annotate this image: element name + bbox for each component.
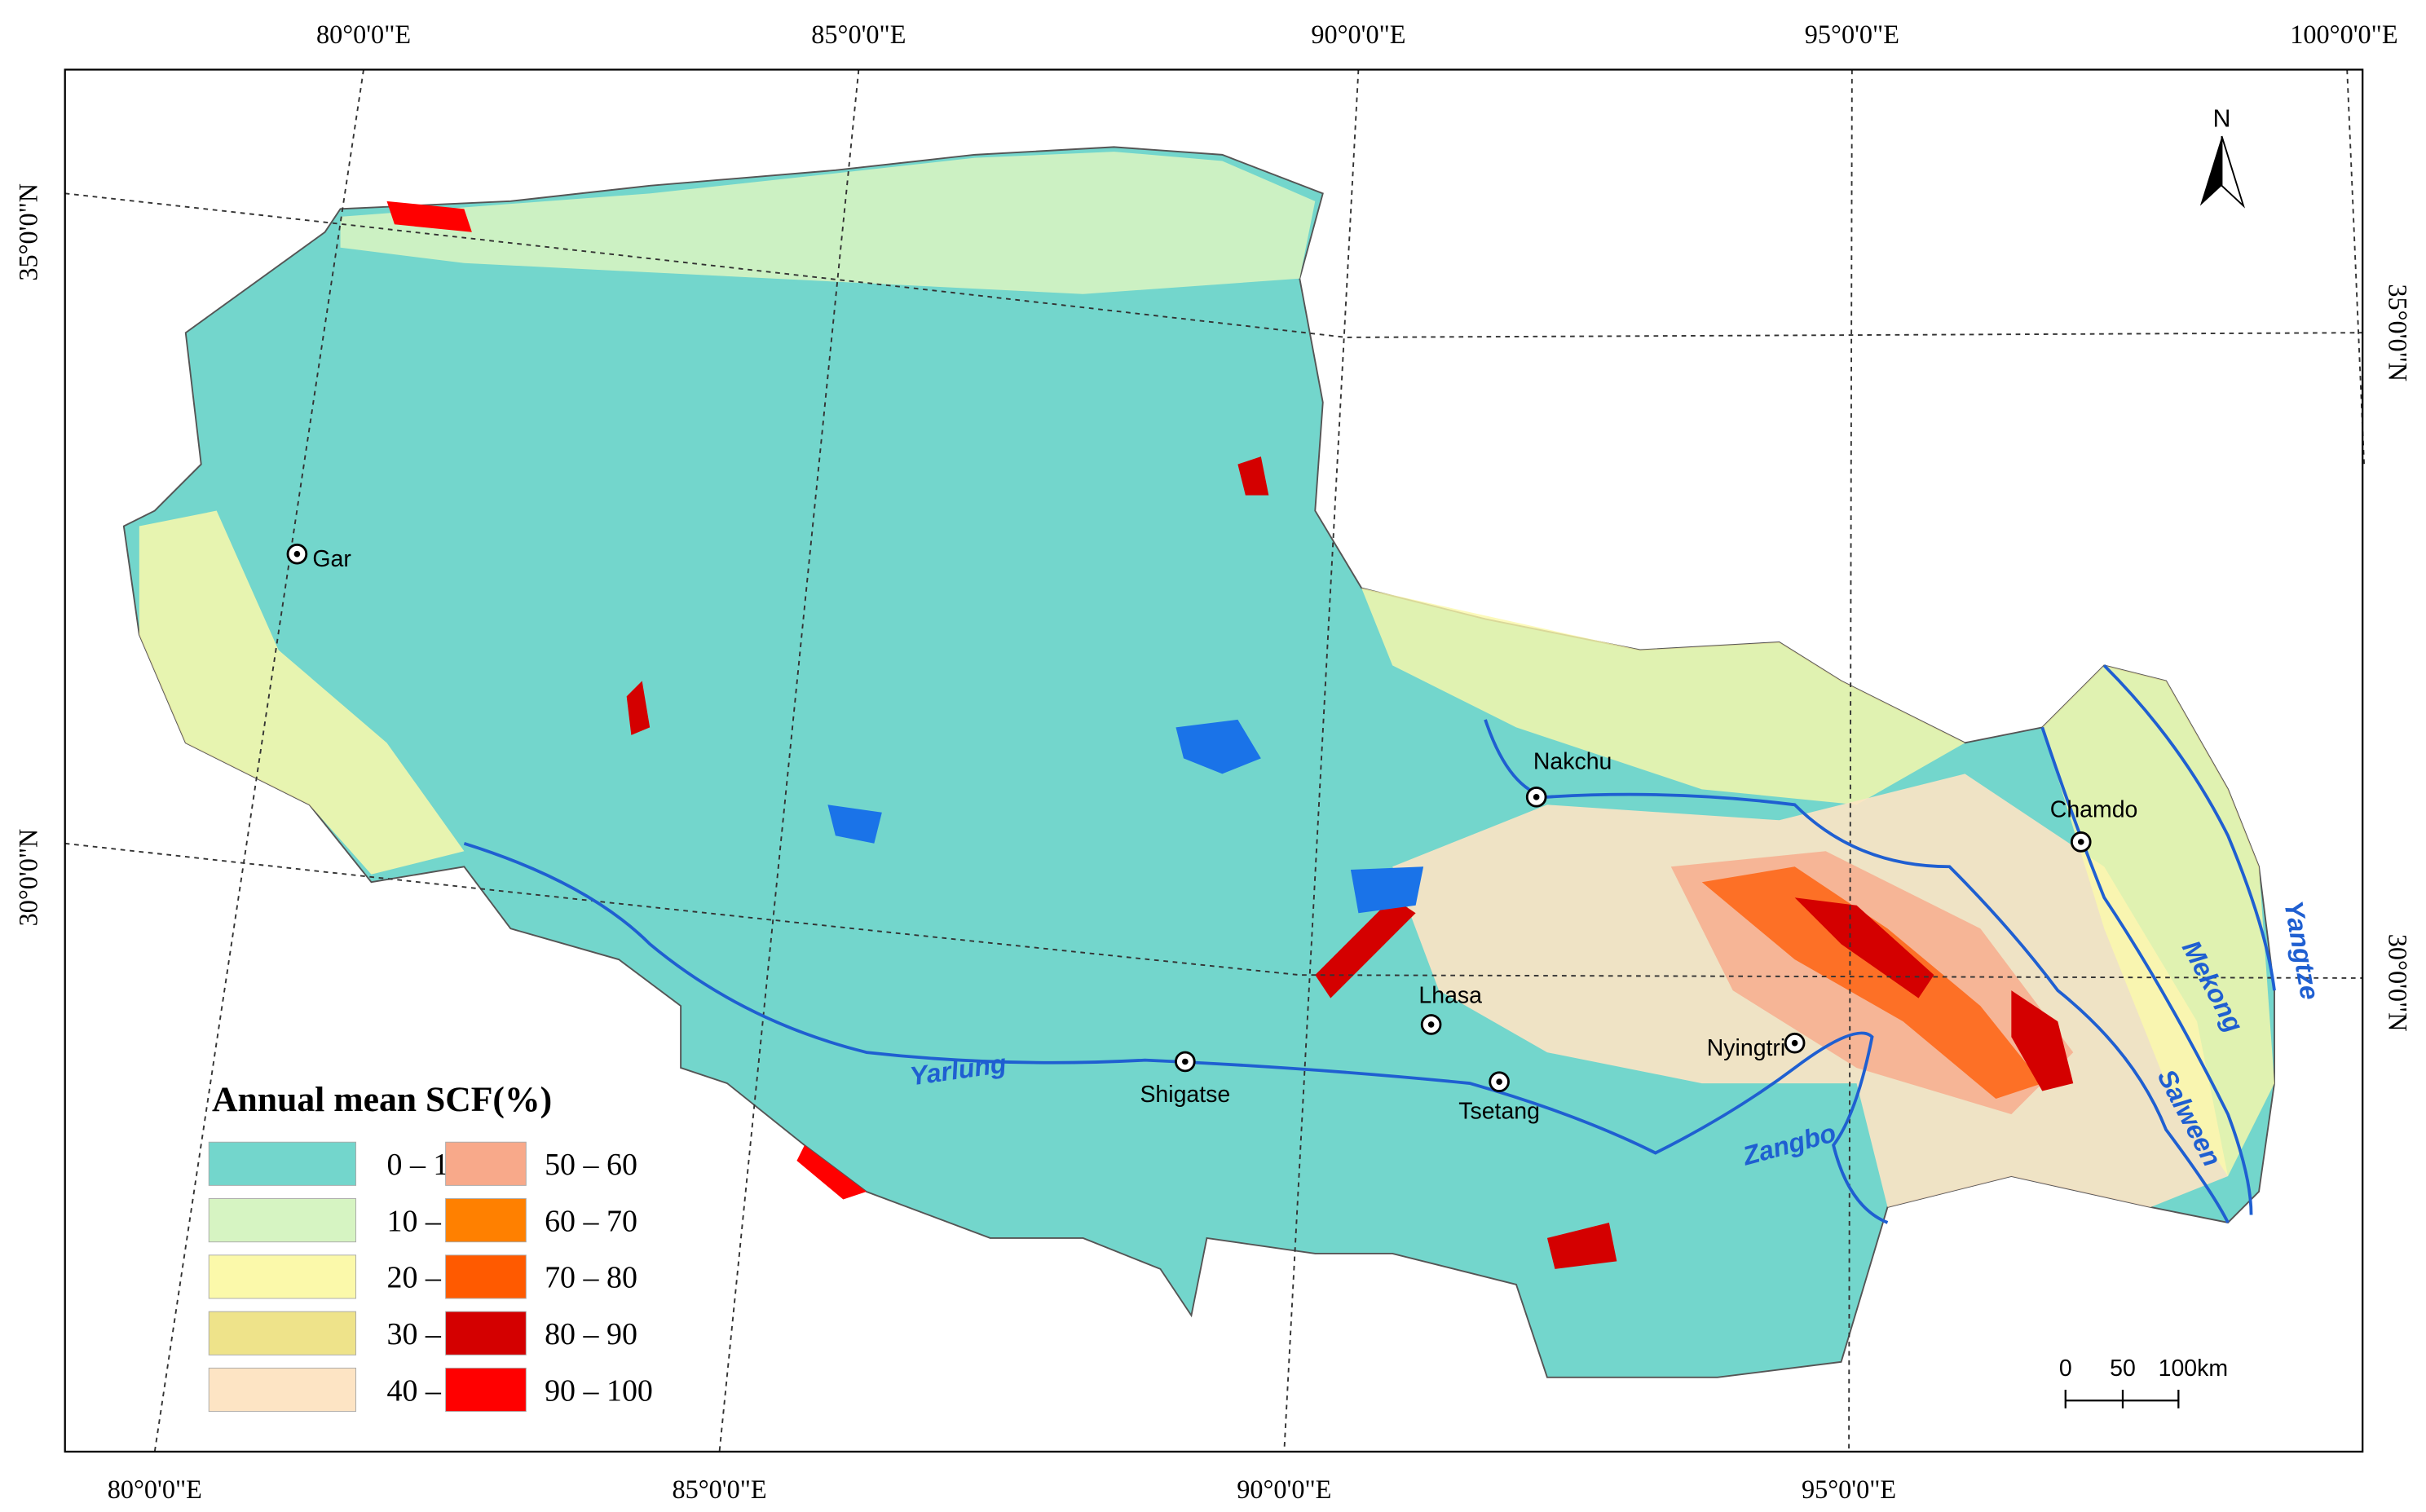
scale-label: 100km [2159,1356,2228,1382]
legend-swatch [208,1198,357,1243]
legend-label: 80 – 90 [545,1317,637,1351]
graticule-label: 95°0'0"E [1805,20,1899,49]
city-marker-dot [1182,1058,1189,1065]
legend-swatch [445,1254,527,1299]
city-label: Nakchu [1533,749,1612,775]
north-label: N [2213,106,2231,133]
north-arrow [2199,135,2246,209]
city-marker-dot [1533,794,1540,800]
graticule-label: 90°0'0"E [1237,1475,1331,1504]
city-label: Chamdo [2050,796,2138,822]
graticule [64,69,2366,1452]
legend-label: 90 – 100 [545,1373,653,1408]
city-label: Lhasa [1418,982,1482,1008]
snow-cover-patches [139,152,2274,1269]
graticule-label: 85°0'0"E [811,20,906,49]
legend-swatch [445,1367,527,1413]
legend-swatch [445,1141,527,1186]
legend-swatch [208,1141,357,1186]
legend-label: 50 – 60 [545,1148,637,1182]
graticule-label: 35°0'0"N [2383,284,2412,381]
legend-swatch [208,1254,357,1299]
legend-swatch [445,1198,527,1243]
legend-label: 60 – 70 [545,1204,637,1238]
city-marker-dot [293,550,301,558]
city-label: Shigatse [1140,1082,1230,1108]
city-label: Tsetang [1458,1099,1540,1125]
graticule-label: 30°0'0"N [2383,934,2412,1032]
graticule-label: 85°0'0"E [672,1475,766,1504]
scale-label: 0 [2059,1356,2072,1382]
legend-swatch [208,1311,357,1356]
graticule-label: 100°0'0"E [2290,20,2397,49]
legend-title: Annual mean SCF(%) [212,1080,552,1119]
city-marker-dot [1791,1039,1798,1047]
graticule-label: 80°0'0"E [316,20,411,49]
graticule-label: 80°0'0"E [108,1475,202,1504]
scale-label: 50 [2110,1356,2136,1382]
graticule-label: 35°0'0"N [14,183,43,281]
graticule-label: 30°0'0"N [14,829,43,927]
legend-swatch [445,1311,527,1356]
city-label: Nyingtri [1707,1035,1785,1061]
map-frame [64,68,2364,1453]
rivers [463,664,2276,1224]
legend-swatch [208,1367,357,1413]
city-label: Gar [312,546,351,572]
graticule-label: 90°0'0"E [1311,20,1405,49]
city-marker-dot [1427,1021,1435,1028]
graticule-label: 95°0'0"E [1802,1475,1896,1504]
city-marker-dot [1496,1078,1502,1085]
scale-bar [2064,1390,2180,1408]
legend-label: 70 – 80 [545,1261,637,1295]
city-marker-dot [2077,839,2084,845]
